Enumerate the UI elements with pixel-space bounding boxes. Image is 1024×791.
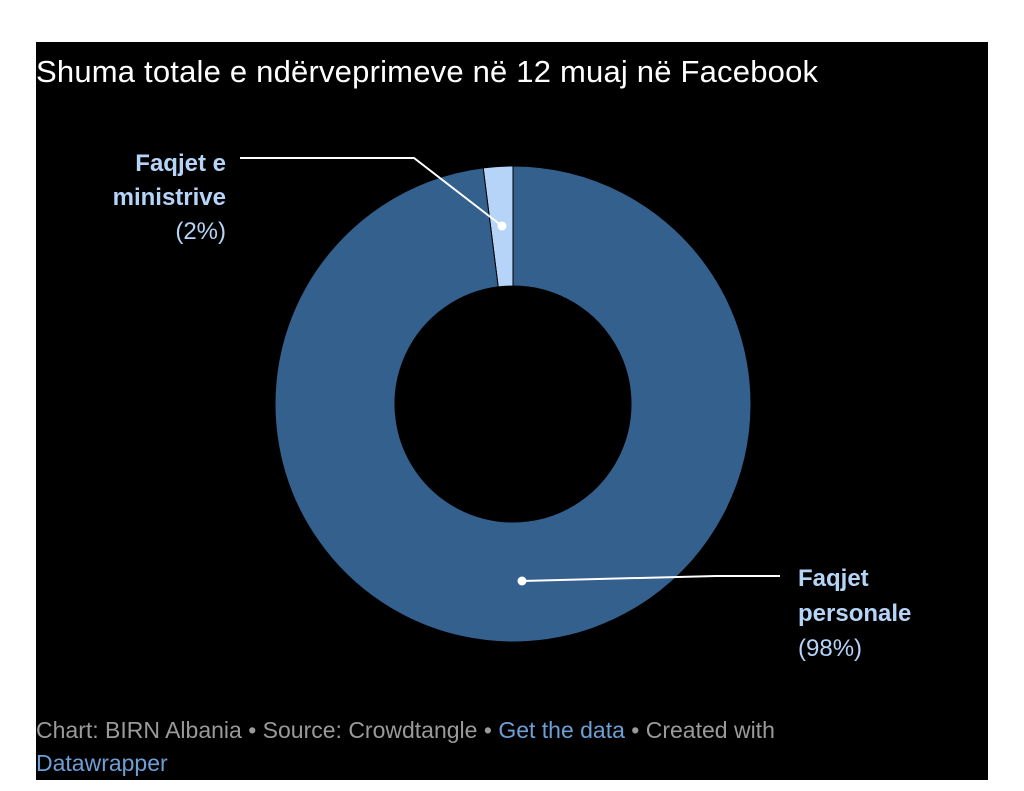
datawrapper-link[interactable]: Datawrapper [36, 750, 168, 776]
footer-separator-3: • [631, 717, 640, 743]
leader-line-personale [521, 575, 780, 582]
get-the-data-link[interactable]: Get the data [498, 717, 625, 743]
donut-slices [274, 165, 752, 643]
chart-title: Shuma totale e ndërveprimeve në 12 muaj … [36, 54, 819, 89]
slice-label-ministrive-line1: Faqjet e [135, 150, 226, 177]
footer-source: Source: Crowdtangle [262, 717, 478, 743]
leader-line-ministrive [240, 157, 503, 227]
leader-dot-ministrive [497, 221, 507, 231]
slice-label-personale-line2: personale [798, 600, 911, 627]
slice-pct-personale: (98%) [798, 635, 862, 662]
chart-panel: Shuma totale e ndërveprimeve në 12 muaj … [36, 42, 988, 780]
slice-pct-ministrive: (2%) [175, 218, 226, 245]
chart-footer: Chart: BIRN Albania • Source: Crowdtangl… [36, 714, 936, 780]
slice-personale [274, 165, 752, 643]
footer-separator-1: • [248, 717, 257, 743]
footer-chart-by: Chart: BIRN Albania [36, 717, 242, 743]
leader-dot-personale [517, 576, 527, 586]
slice-label-ministrive-line2: ministrive [113, 184, 226, 211]
footer-separator-2: • [483, 717, 492, 743]
slice-label-personale-line1: Faqjet [798, 565, 869, 592]
footer-created-with: Created with [645, 717, 775, 743]
donut-chart: Faqjet e ministrive (2%) Faqjet personal… [113, 150, 912, 662]
